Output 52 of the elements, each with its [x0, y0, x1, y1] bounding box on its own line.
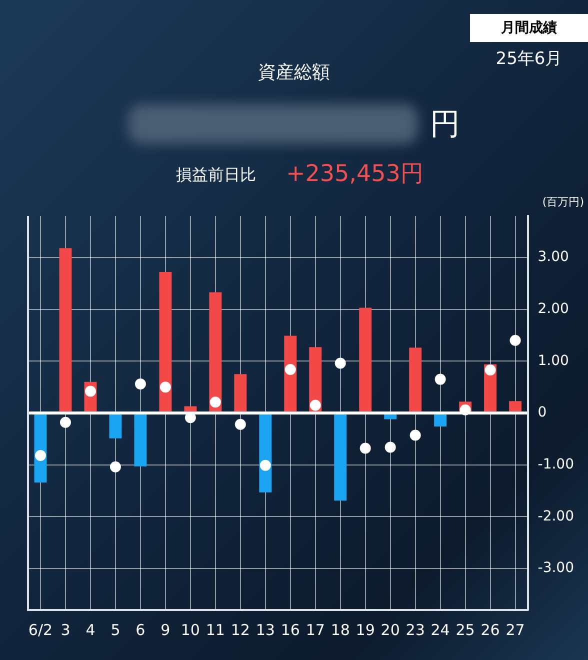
x-tick-label: 25 — [456, 620, 475, 639]
x-tick-label: 6/2 — [28, 620, 53, 639]
x-tick-label: 9 — [160, 620, 170, 639]
x-tick-label: 10 — [180, 620, 200, 639]
y-tick-label: -3.00 — [538, 560, 574, 576]
point — [234, 418, 246, 430]
point — [160, 382, 171, 393]
y-tick-label: 0 — [538, 404, 547, 421]
point — [334, 358, 346, 369]
x-tick-label: 18 — [330, 620, 350, 639]
x-tick-label: 20 — [380, 620, 400, 639]
x-tick-label: 26 — [480, 620, 500, 639]
x-tick-label: 23 — [406, 620, 425, 639]
text: +235,453円 — [286, 160, 424, 189]
point — [510, 334, 521, 346]
x-tick-label: 16 — [280, 620, 300, 639]
x-tick-label: 3 — [60, 620, 70, 639]
point — [384, 442, 396, 453]
text: 損益前日比 — [176, 165, 256, 186]
x-tick-label: 4 — [86, 620, 96, 639]
point — [460, 404, 471, 416]
y-axis-title: (百万円) — [542, 195, 584, 208]
text: 25年6月 — [494, 48, 564, 70]
point — [310, 400, 321, 411]
x-tick-label: 13 — [256, 620, 275, 639]
y-tick-label: 2.00 — [538, 300, 569, 317]
text: 円 — [430, 106, 460, 144]
point — [34, 450, 46, 462]
point — [360, 442, 371, 454]
text: 月間成績 — [470, 14, 588, 42]
chart-title: 資産総額 — [258, 62, 330, 83]
x-tick-label: 5 — [110, 620, 120, 639]
x-tick-label: 17 — [306, 620, 325, 639]
x-tick-label: 19 — [356, 620, 375, 639]
point — [110, 461, 121, 472]
point — [484, 364, 496, 376]
point — [260, 460, 271, 471]
y-tick-label: -1.00 — [538, 456, 574, 472]
point — [210, 396, 221, 408]
point — [434, 374, 446, 385]
y-tick-label: -2.00 — [538, 508, 574, 524]
point — [284, 364, 296, 375]
y-tick-label: 3.00 — [538, 249, 569, 266]
x-tick-label: 27 — [506, 620, 525, 639]
x-tick-label: 6 — [136, 620, 146, 639]
x-tick-label: 24 — [430, 620, 450, 639]
x-tick-label: 11 — [206, 620, 225, 639]
point — [60, 416, 71, 428]
y-tick-label: 1.00 — [538, 352, 569, 369]
point — [134, 378, 146, 390]
point — [410, 430, 421, 441]
x-tick-label: 12 — [230, 620, 250, 639]
